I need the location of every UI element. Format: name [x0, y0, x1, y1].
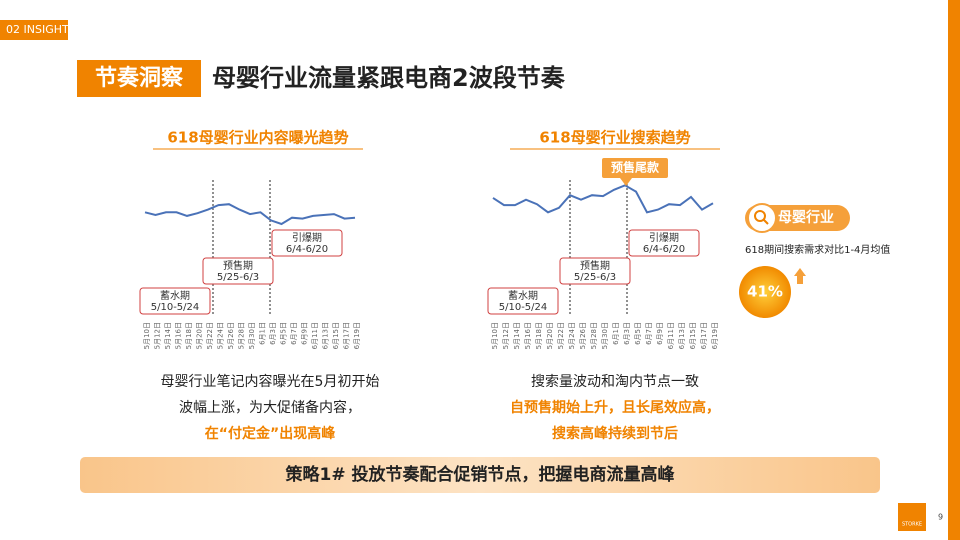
x-tick-label: 5月30日: [601, 322, 609, 349]
banner-box: [80, 457, 880, 493]
x-tick-label: 5月20日: [196, 322, 204, 349]
side-label: 母婴行业: [778, 209, 834, 226]
x-tick-label: 5月16日: [524, 322, 532, 349]
up-arrow: [794, 268, 806, 284]
phase-name: 蓄水期: [508, 290, 538, 302]
phase-range: 5/25-6/3: [217, 272, 259, 283]
stat-circle: [739, 266, 791, 318]
x-tick-label: 5月22日: [557, 322, 565, 349]
search-handle: [763, 219, 769, 225]
search-icon: [747, 203, 777, 233]
x-tick-label: 5月12日: [154, 322, 162, 349]
phase-range: 5/25-6/3: [574, 272, 616, 283]
tag-box: [77, 60, 201, 97]
phase-box: [271, 229, 343, 257]
banner: 策略1# 投放节奏配合促销节点，把握电商流量高峰: [286, 464, 676, 485]
logo: STORKE: [902, 522, 922, 528]
x-tick-label: 6月1日: [612, 322, 620, 345]
caption: 在“付定金”出现高峰: [205, 425, 336, 442]
annotation: 预售尾款: [611, 160, 660, 175]
section-tag: [0, 20, 68, 40]
annotation-box: [602, 158, 668, 178]
x-tick-label: 5月16日: [175, 322, 183, 349]
x-tick-label: 5月24日: [217, 322, 225, 349]
x-tick-label: 6月5日: [634, 322, 642, 345]
x-tick-label: 6月17日: [700, 322, 708, 349]
phase-range: 5/10-5/24: [499, 302, 548, 313]
x-tick-label: 5月26日: [227, 322, 235, 349]
phase-range: 6/4-6/20: [643, 244, 685, 255]
x-tick-label: 5月10日: [491, 322, 499, 349]
title: 母婴行业流量紧跟电商2波段节奏: [212, 64, 566, 92]
phase-name: 预售期: [580, 259, 610, 272]
x-tick-label: 6月13日: [678, 322, 686, 349]
x-tick-label: 5月28日: [238, 322, 246, 349]
x-tick-label: 6月15日: [332, 322, 340, 349]
x-tick-label: 5月20日: [546, 322, 554, 349]
phase-range: 5/10-5/24: [151, 302, 200, 313]
x-tick-label: 6月15日: [689, 322, 697, 349]
x-tick-label: 5月22日: [206, 322, 214, 349]
section: 02 INSIGHT: [6, 23, 69, 36]
x-tick-label: 6月3日: [623, 322, 631, 345]
x-tick-label: 6月11日: [667, 322, 675, 349]
trend-line: [144, 203, 356, 226]
phase-name: 预售期: [223, 259, 253, 272]
x-tick-label: 6月19日: [711, 322, 719, 349]
x-tick-label: 6月7日: [645, 322, 653, 345]
caption: 搜索高峰持续到节后: [552, 425, 678, 442]
x-tick-label: 6月17日: [343, 322, 351, 349]
x-tick-label: 6月9日: [301, 322, 309, 345]
trend-line: [492, 184, 714, 214]
x-tick-label: 5月24日: [568, 322, 576, 349]
caption: 母婴行业笔记内容曝光在5月初开始: [161, 373, 380, 390]
x-tick-label: 5月28日: [590, 322, 598, 349]
x-tick-label: 5月14日: [513, 322, 521, 349]
phase-box: [559, 257, 631, 285]
x-tick-label: 6月5日: [280, 322, 288, 345]
x-tick-label: 5月10日: [143, 322, 151, 349]
x-tick-label: 6月1日: [259, 322, 267, 345]
phase-name: 蓄水期: [160, 290, 190, 302]
phase-name: 引爆期: [649, 232, 679, 244]
side-note: 618期间搜索需求对比1-4月均值: [745, 243, 890, 256]
x-tick-label: 5月26日: [579, 322, 587, 349]
x-tick-label: 5月18日: [185, 322, 193, 349]
page-number: 9: [938, 513, 943, 522]
phase-box: [628, 229, 700, 257]
x-tick-label: 6月9日: [656, 322, 664, 345]
phase-name: 引爆期: [292, 232, 322, 244]
phase-box: [487, 287, 559, 315]
x-tick-label: 6月7日: [290, 322, 298, 345]
x-tick-label: 6月3日: [269, 322, 277, 345]
stat: 41%: [747, 283, 783, 301]
search-glass: [754, 210, 766, 222]
phase-box: [202, 257, 274, 285]
logo-box: [898, 503, 926, 531]
x-tick-label: 5月18日: [535, 322, 543, 349]
caption: 自预售期始上升，且长尾效应高，: [510, 399, 720, 416]
x-tick-label: 5月12日: [502, 322, 510, 349]
x-tick-label: 6月19日: [353, 322, 361, 349]
caption: 搜索量波动和淘内节点一致: [531, 373, 699, 390]
x-tick-label: 5月14日: [164, 322, 172, 349]
chart-title: 618母婴行业搜索趋势: [539, 129, 690, 147]
phase-range: 6/4-6/20: [286, 244, 328, 255]
caption: 波幅上涨，为大促储备内容，: [179, 399, 361, 416]
x-tick-label: 6月11日: [311, 322, 319, 349]
chart-title: 618母婴行业内容曝光趋势: [167, 129, 348, 147]
x-tick-label: 6月13日: [322, 322, 330, 349]
edge-stripe: [948, 0, 960, 540]
tag: 节奏洞察: [95, 65, 184, 91]
phase-box: [139, 287, 211, 315]
x-tick-label: 5月30日: [248, 322, 256, 349]
annotation-pointer: [620, 178, 632, 186]
